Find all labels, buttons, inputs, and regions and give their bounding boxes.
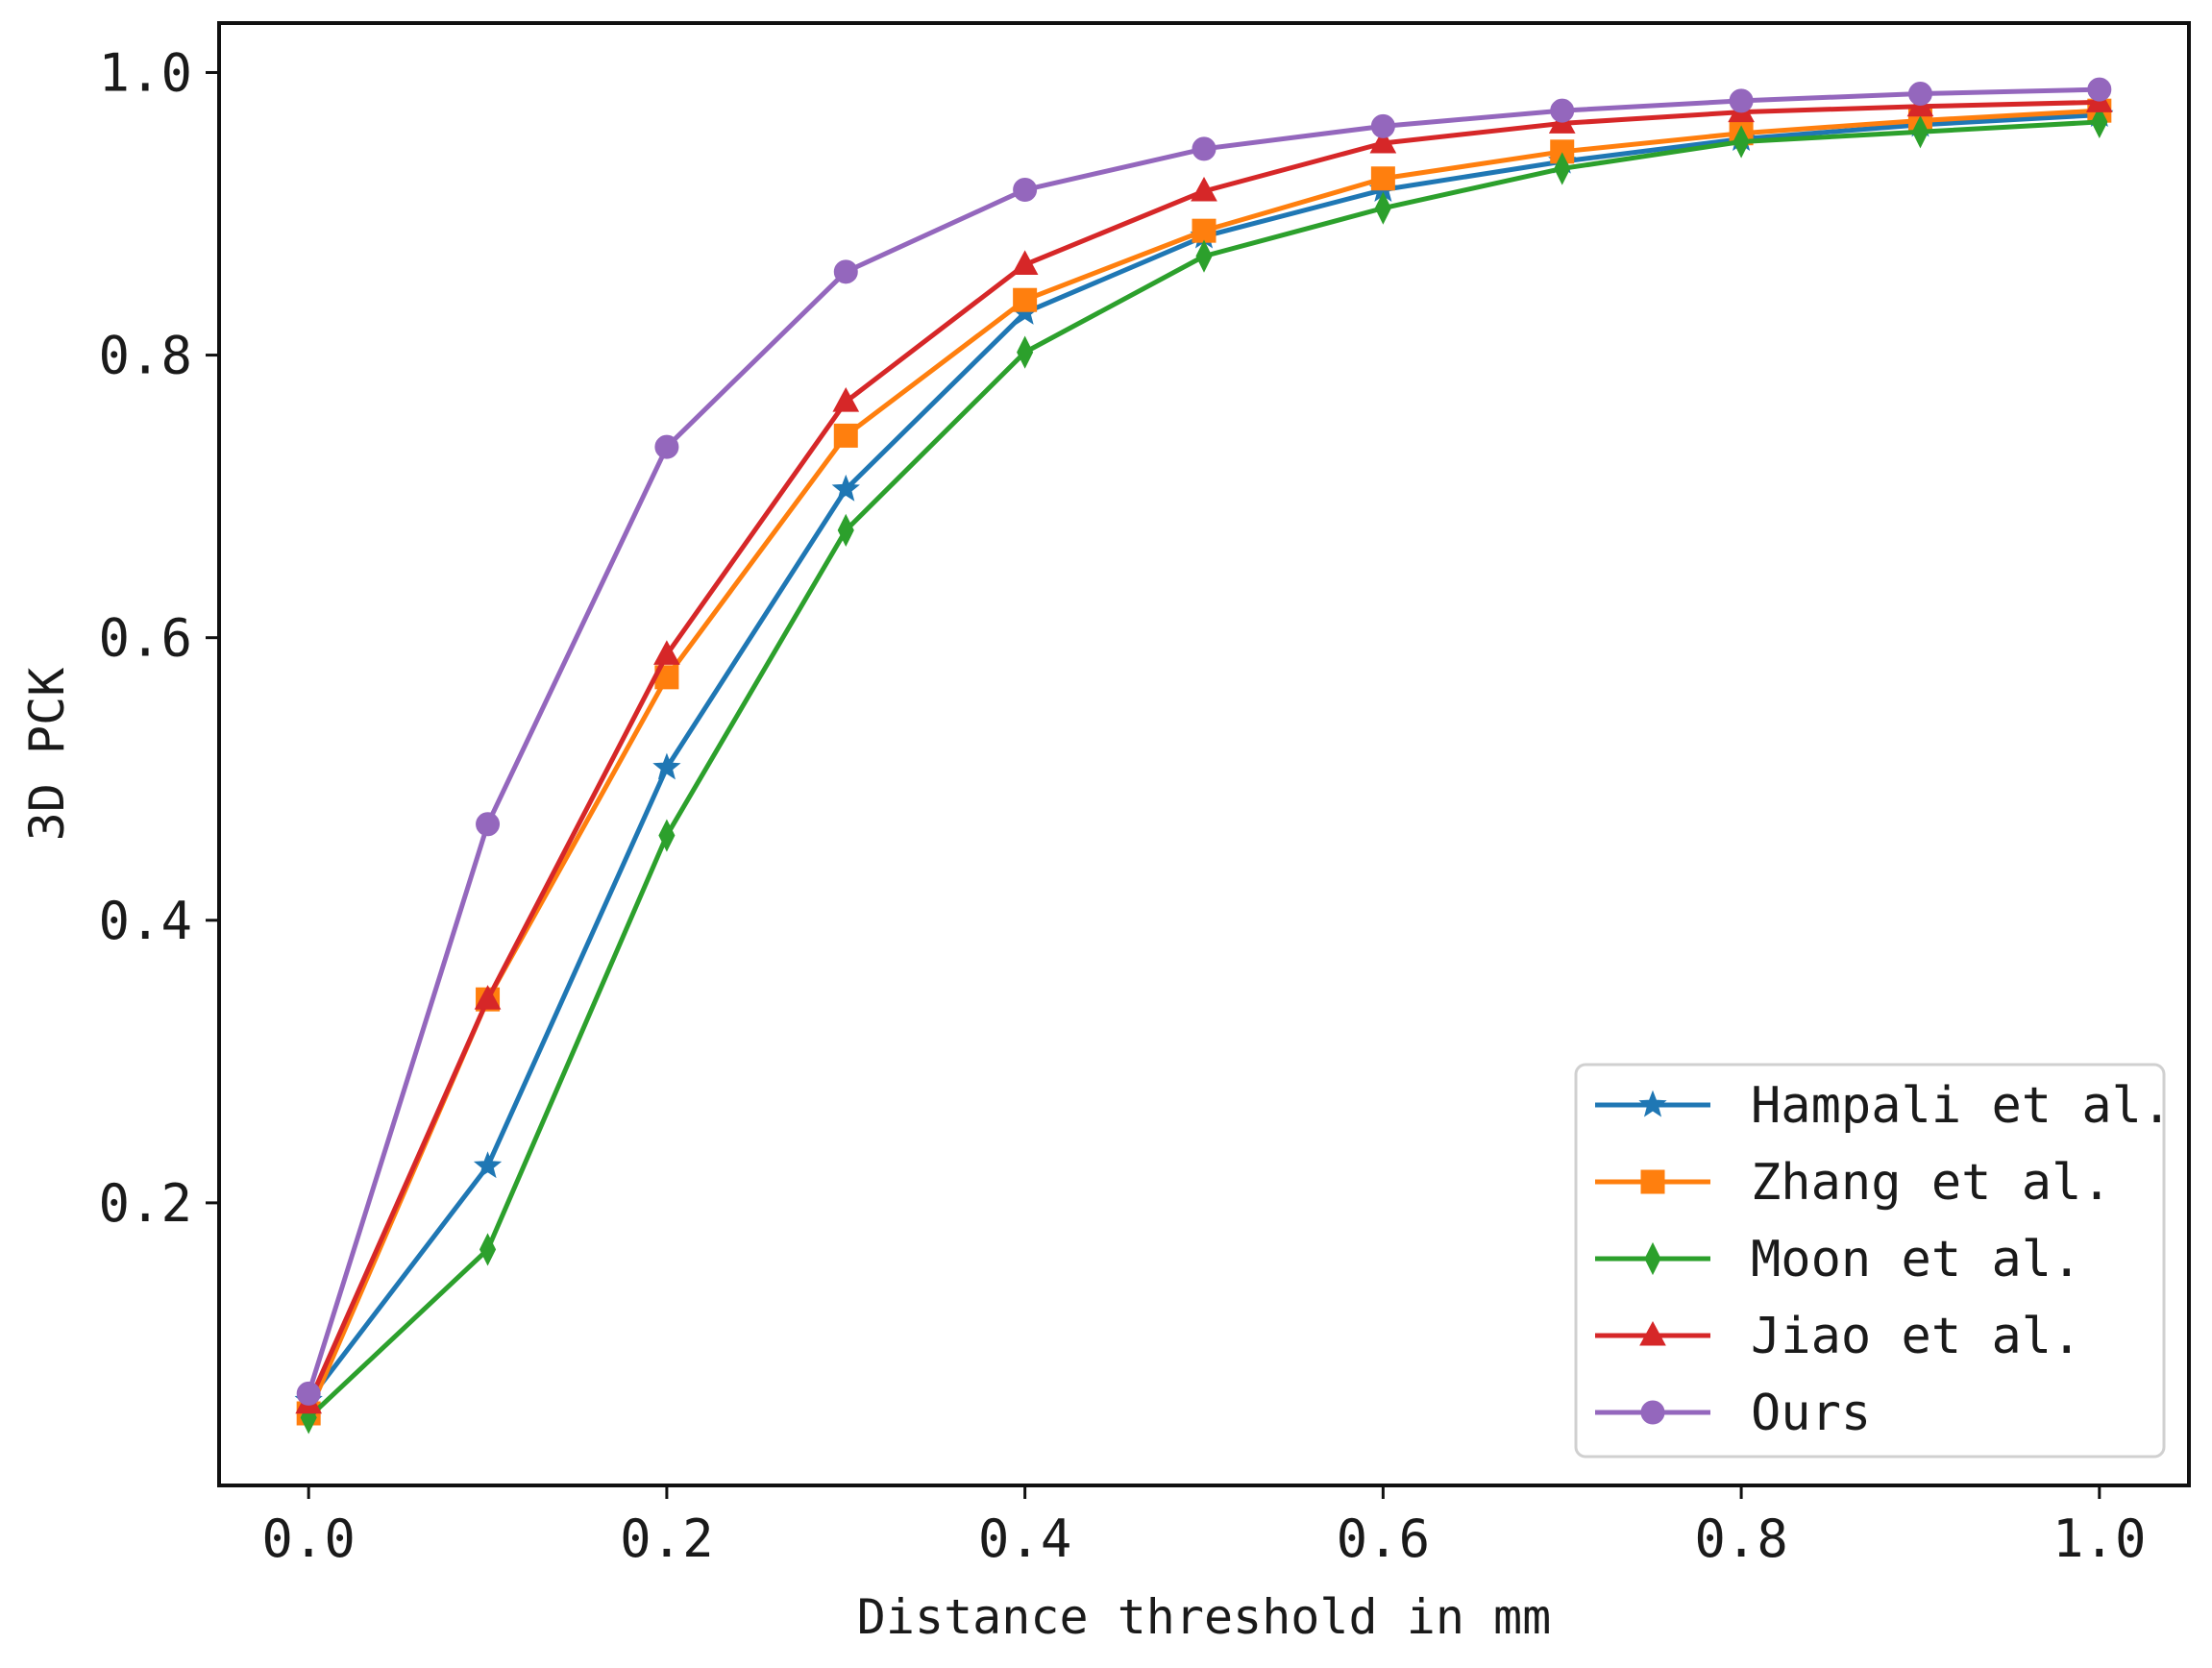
data-point	[1192, 218, 1217, 243]
series-jiao-et-al	[295, 87, 2113, 1414]
data-point	[296, 1381, 321, 1406]
legend-marker	[1639, 1320, 1666, 1346]
legend-item: Ours	[1595, 1385, 1871, 1442]
x-tick-label: 0.2	[620, 1509, 714, 1569]
data-point	[1013, 287, 1038, 312]
x-tick-label: 1.0	[2052, 1509, 2147, 1569]
data-point	[1011, 250, 1039, 275]
x-axis-label: Distance threshold in mm	[857, 1589, 1551, 1645]
y-tick-label: 1.0	[98, 42, 192, 103]
legend-entries: Hampali et al. Zhang et al. Moon et al. Jia…	[1595, 1077, 2172, 1442]
y-axis-label: 3D PCK	[19, 668, 75, 842]
legend-label: Hampali et al.	[1751, 1077, 2172, 1135]
legend-marker	[1638, 1090, 1667, 1117]
legend-item: Jiao et al.	[1595, 1308, 2081, 1365]
x-tick-label: 0.4	[978, 1509, 1072, 1569]
y-tick-label: 0.6	[98, 608, 192, 669]
data-point	[831, 474, 860, 502]
legend-marker	[1640, 1400, 1665, 1425]
data-point	[1550, 139, 1575, 164]
y-tick-label: 0.8	[98, 326, 192, 386]
data-point	[1374, 191, 1391, 225]
data-point	[1369, 128, 1397, 154]
x-axis: 0.0 0.2 0.4 0.6 0.8 1.0	[261, 1485, 2147, 1569]
y-axis: 0.2 0.4 0.6 0.8 1.0	[98, 42, 219, 1234]
data-point	[1907, 82, 1932, 107]
data-point	[658, 819, 676, 852]
legend-label: Moon et al.	[1751, 1231, 2081, 1288]
data-point	[1370, 113, 1395, 138]
data-point	[654, 434, 679, 459]
data-point	[474, 985, 502, 1010]
data-point	[832, 387, 860, 412]
data-point	[833, 259, 858, 284]
x-tick-label: 0.8	[1694, 1509, 1788, 1569]
data-point	[1729, 88, 1754, 113]
plot-area-frame	[217, 21, 2191, 1487]
data-point	[1013, 178, 1038, 203]
data-point	[833, 423, 858, 448]
series-layer	[294, 77, 2114, 1435]
data-point	[837, 513, 854, 548]
x-tick-label: 0.0	[261, 1509, 356, 1569]
data-point	[653, 640, 680, 665]
data-point	[652, 752, 681, 780]
data-point	[1733, 125, 1750, 159]
data-point	[473, 1151, 503, 1179]
legend-box	[1574, 1063, 2166, 1459]
data-point	[1554, 152, 1571, 185]
data-point	[476, 812, 501, 837]
data-point	[1550, 98, 1575, 123]
data-point	[1911, 115, 1929, 149]
data-point	[2087, 77, 2112, 102]
data-point	[479, 1233, 497, 1266]
legend-label: Jiao et al.	[1751, 1308, 2081, 1365]
y-tick-label: 0.4	[98, 891, 192, 951]
data-point	[1017, 335, 1034, 369]
data-point	[1191, 176, 1217, 202]
legend-marker	[1644, 1241, 1661, 1276]
x-tick-label: 0.6	[1337, 1509, 1431, 1569]
data-point	[1370, 166, 1395, 191]
legend-item: Moon et al.	[1595, 1231, 2081, 1288]
data-point	[1195, 239, 1213, 273]
legend-item: Zhang et al.	[1595, 1154, 2112, 1212]
series-ours	[296, 77, 2112, 1406]
legend: Hampali et al. Zhang et al. Moon et al. Jia…	[1574, 1063, 2172, 1459]
legend-label: Zhang et al.	[1751, 1154, 2112, 1212]
legend-label: Ours	[1751, 1385, 1871, 1442]
data-point	[1192, 136, 1217, 161]
data-point	[2091, 105, 2108, 139]
legend-item: Hampali et al.	[1595, 1077, 2172, 1135]
legend-marker	[1640, 1169, 1665, 1194]
series-moon-et-al	[300, 105, 2108, 1435]
y-tick-label: 0.2	[98, 1173, 192, 1234]
